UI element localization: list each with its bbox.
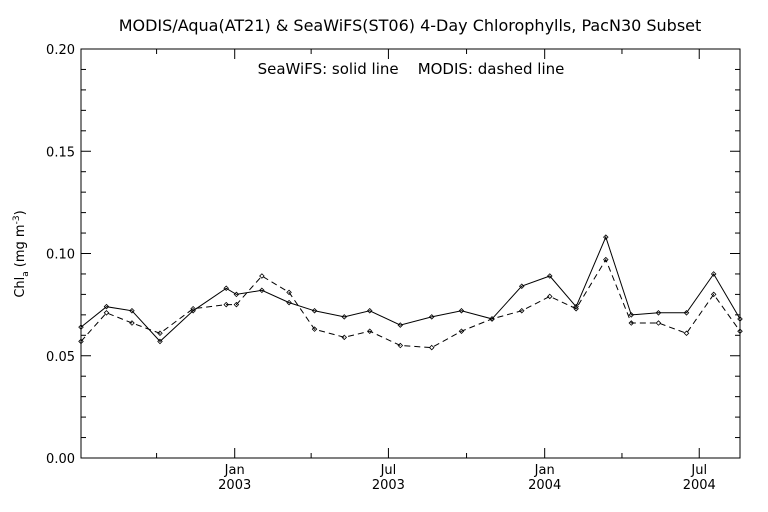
modis-point [458, 328, 465, 334]
modis-line [81, 258, 740, 349]
modis-point [311, 326, 318, 332]
seawifs-point [286, 299, 292, 306]
y-axis: 0.00 0.05 0.10 0.15 0.20 [46, 43, 740, 467]
modis-point [518, 307, 525, 314]
seawifs-point [458, 307, 465, 314]
line-style-note: SeaWiFS: solid line MODIS: dashed line [258, 60, 565, 78]
modis-point [341, 334, 348, 341]
y-tick-label: 0.10 [46, 248, 75, 263]
y-tick-label: 0.20 [46, 43, 75, 58]
plot-frame [80, 48, 741, 459]
seawifs-point [311, 307, 318, 314]
y-axis-label-unit-close: ) [13, 210, 28, 215]
seawifs-point [603, 234, 609, 240]
y-axis-label: Chla (mg m-3) [12, 210, 31, 297]
modis-point [397, 342, 404, 349]
x-tick-label-year: 2003 [372, 478, 405, 493]
seawifs-point [710, 271, 717, 277]
seawifs-point [547, 273, 553, 279]
seawifs-point [223, 285, 229, 292]
seawifs-point [397, 322, 404, 328]
modis-point [286, 289, 292, 296]
x-tick-label-year: 2004 [528, 478, 561, 493]
seawifs-point [233, 291, 240, 298]
x-tick-label-month: Jul [690, 463, 707, 478]
seawifs-point [341, 314, 348, 320]
seawifs-point [103, 303, 110, 310]
seawifs-point [628, 312, 635, 318]
modis-point [103, 310, 110, 316]
x-tick-label-month: Jul [380, 463, 397, 478]
seawifs-point [129, 307, 135, 314]
modis-point [683, 330, 690, 337]
seawifs-point [518, 283, 525, 289]
modis-point [259, 273, 265, 279]
seawifs-point [428, 314, 435, 320]
modis-point [366, 328, 373, 334]
modis-point [710, 291, 717, 298]
modis-point [628, 320, 635, 326]
seawifs-point [366, 307, 373, 314]
seawifs-line [81, 235, 740, 343]
y-axis-label-exponent: -3 [12, 215, 22, 224]
modis-point [573, 305, 579, 312]
modis-point [78, 338, 84, 345]
seawifs-point [737, 316, 743, 322]
y-tick-label: 0.05 [46, 350, 75, 365]
seawifs-point [683, 310, 690, 316]
x-tick-label-month: Jan [224, 463, 245, 478]
seawifs-point [655, 310, 662, 316]
modis-point [428, 344, 435, 351]
modis-point [233, 301, 240, 308]
x-tick-label-year: 2004 [683, 478, 716, 493]
y-axis-label-subscript: a [21, 271, 31, 277]
modis-point [655, 320, 662, 326]
modis-point [190, 305, 196, 312]
modis-point [157, 330, 163, 337]
x-tick-label-month: Jan [534, 463, 555, 478]
y-axis-label-unit: (mg m [13, 224, 28, 267]
modis-point [737, 328, 743, 334]
series-layer [78, 234, 743, 351]
modis-point [129, 320, 135, 326]
modis-point [547, 293, 553, 300]
chart-title: MODIS/Aqua(AT21) & SeaWiFS(ST06) 4-Day C… [119, 16, 702, 35]
y-axis-label-main: Chl [13, 277, 28, 298]
x-tick-label-year: 2003 [218, 478, 251, 493]
seawifs-point [78, 324, 84, 330]
seawifs-point [157, 338, 163, 345]
modis-point [489, 316, 495, 322]
y-tick-label: 0.00 [46, 452, 75, 467]
modis-point [223, 301, 229, 308]
modis-point [603, 256, 609, 263]
seawifs-point [259, 287, 265, 294]
y-tick-label: 0.15 [46, 145, 75, 160]
